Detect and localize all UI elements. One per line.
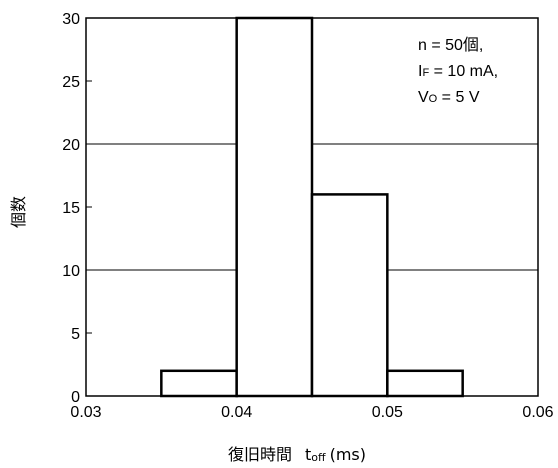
x-axis-title: 復旧時間 toff (ms) [228, 445, 366, 464]
histogram-bar [386, 369, 464, 398]
x-axis-unit: (ms) [330, 445, 366, 464]
histogram-bars [160, 16, 464, 398]
y-tick-label: 25 [62, 74, 80, 91]
annotation-if-subscript: F [422, 67, 429, 79]
x-axis-variable: t [305, 445, 311, 464]
histogram-bar [160, 369, 238, 398]
x-axis-title-main: 復旧時間 [228, 445, 292, 464]
annotation-vo-subscript: O [429, 93, 438, 105]
annotation-forward-current: IF = 10 mA, [418, 63, 498, 80]
y-axis-title: 個数 [9, 196, 28, 228]
annotation-if-value: = 10 mA, [429, 63, 498, 80]
annotation-if-symbol: I [418, 63, 422, 80]
x-tick-label: 0.06 [522, 404, 553, 421]
y-axis-ticks: 0 5 10 15 20 25 30 [62, 11, 92, 406]
annotation-vo-symbol: V [418, 89, 429, 106]
y-tick-label: 0 [71, 389, 80, 406]
x-axis-ticks: 0.03 0.04 0.05 0.06 [70, 390, 554, 421]
annotation-output-voltage: VO = 5 V [418, 89, 480, 106]
histogram-bar [310, 193, 389, 398]
histogram-bar [235, 16, 314, 398]
x-tick-label: 0.05 [372, 404, 403, 421]
y-tick-label: 5 [71, 326, 80, 343]
y-tick-label: 30 [62, 11, 80, 28]
annotation-vo-value: = 5 V [437, 89, 480, 106]
x-axis-variable-subscript: off [311, 451, 326, 464]
x-tick-label: 0.04 [221, 404, 252, 421]
annotation-sample-count: n = 50個, [418, 36, 483, 54]
y-tick-label: 15 [62, 200, 80, 217]
x-tick-label: 0.03 [70, 404, 101, 421]
y-tick-label: 20 [62, 137, 80, 154]
y-tick-label: 10 [62, 263, 80, 280]
